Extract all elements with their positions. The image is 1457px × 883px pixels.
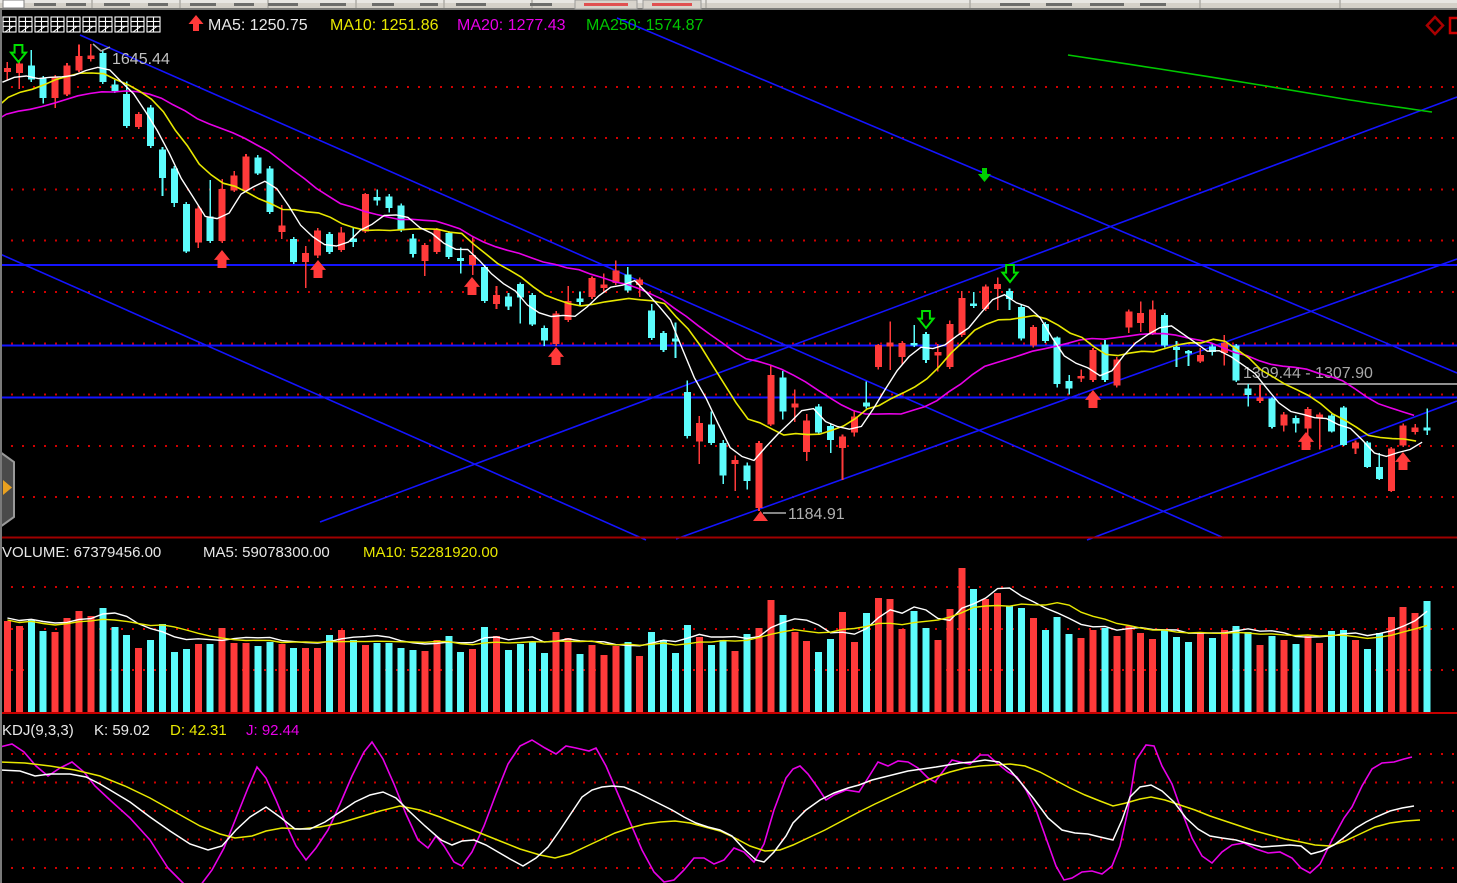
svg-text:1645.44: 1645.44 bbox=[112, 51, 170, 68]
svg-text:MA250: 1574.87: MA250: 1574.87 bbox=[586, 17, 704, 34]
svg-text:1184.91: 1184.91 bbox=[788, 506, 845, 523]
svg-text:MA5: 1250.75: MA5: 1250.75 bbox=[208, 17, 308, 34]
svg-text:K: 59.02: K: 59.02 bbox=[94, 722, 150, 739]
svg-text:MA10: 52281920.00: MA10: 52281920.00 bbox=[363, 544, 498, 561]
svg-text:KDJ(9,3,3): KDJ(9,3,3) bbox=[2, 722, 74, 739]
svg-text:J: 92.44: J: 92.44 bbox=[246, 722, 299, 739]
svg-text:MA5: 59078300.00: MA5: 59078300.00 bbox=[203, 544, 330, 561]
svg-text:1309.44 - 1307.90: 1309.44 - 1307.90 bbox=[1243, 365, 1373, 382]
svg-text:MA10: 1251.86: MA10: 1251.86 bbox=[330, 17, 439, 34]
svg-text:D: 42.31: D: 42.31 bbox=[170, 722, 227, 739]
svg-text:MA20: 1277.43: MA20: 1277.43 bbox=[457, 17, 566, 34]
svg-text:VOLUME: 67379456.00: VOLUME: 67379456.00 bbox=[2, 544, 161, 561]
